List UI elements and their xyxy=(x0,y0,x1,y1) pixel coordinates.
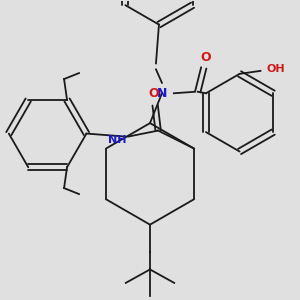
Text: O: O xyxy=(200,51,211,64)
Text: N: N xyxy=(157,87,167,100)
Text: O: O xyxy=(148,87,159,101)
Text: NH: NH xyxy=(108,134,127,145)
Text: OH: OH xyxy=(266,64,285,74)
